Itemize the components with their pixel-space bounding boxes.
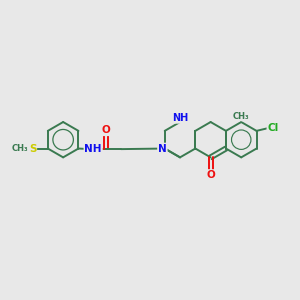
Text: O: O: [206, 170, 215, 180]
Text: N: N: [158, 143, 167, 154]
Text: NH: NH: [172, 113, 188, 123]
Text: S: S: [29, 143, 36, 154]
Text: CH₃: CH₃: [11, 144, 28, 153]
Text: NH: NH: [84, 144, 102, 154]
Text: O: O: [101, 125, 110, 135]
Text: Cl: Cl: [267, 123, 279, 133]
Text: CH₃: CH₃: [233, 112, 250, 121]
